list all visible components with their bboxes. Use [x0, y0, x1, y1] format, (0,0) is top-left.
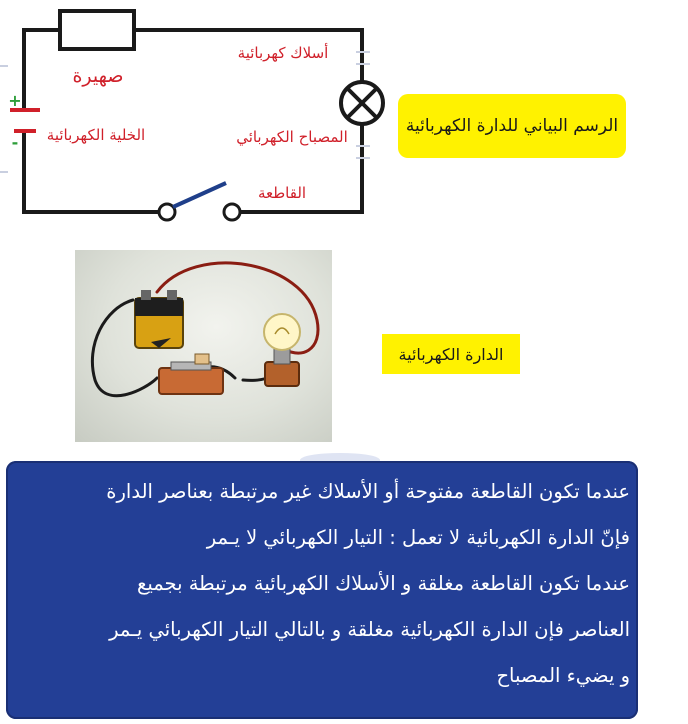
switch-label: القاطعة [258, 184, 306, 202]
explanation-line: فإنّ الدارة الكهربائية لا تعمل : التيار … [206, 526, 630, 549]
circuit-photo [75, 250, 332, 442]
photo-caption: الدارة الكهربائية [382, 334, 520, 374]
cell-minus-sign: - [12, 133, 19, 152]
lamp-symbol [339, 80, 385, 126]
schematic-caption: الرسم البياني للدارة الكهربائية [398, 94, 626, 158]
explanation-line: العناصر فإن الدارة الكهربائية مغلقة و با… [109, 618, 630, 641]
fuse-symbol [58, 9, 136, 51]
switch-illustration [158, 353, 224, 395]
bulb-illustration [263, 313, 301, 387]
cell-label: الخلية الكهربائية [47, 126, 145, 144]
fuse-label: صهيرة [72, 65, 123, 87]
switch-symbol [157, 181, 242, 222]
wires-label: أسلاك كهربائية [238, 43, 329, 62]
explanation-line: و يضيء المصباح [496, 664, 630, 687]
battery-illustration [134, 290, 184, 349]
explanation-line: عندما تكون القاطعة مغلقة و الأسلاك الكهر… [136, 572, 630, 595]
circuit-illustration [90, 261, 320, 398]
circuit-schematic: + - أسلاك كهربائية صهيرة الخلية الكهربائ… [0, 9, 385, 222]
lamp-label: المصباح الكهربائي [236, 128, 348, 147]
explanation-panel: عندما تكون القاطعة مفتوحة أو الأسلاك غير… [6, 461, 638, 719]
cell-plus-sign: + [8, 91, 21, 110]
cell-symbol [10, 108, 40, 133]
explanation-line: عندما تكون القاطعة مفتوحة أو الأسلاك غير… [106, 480, 630, 503]
